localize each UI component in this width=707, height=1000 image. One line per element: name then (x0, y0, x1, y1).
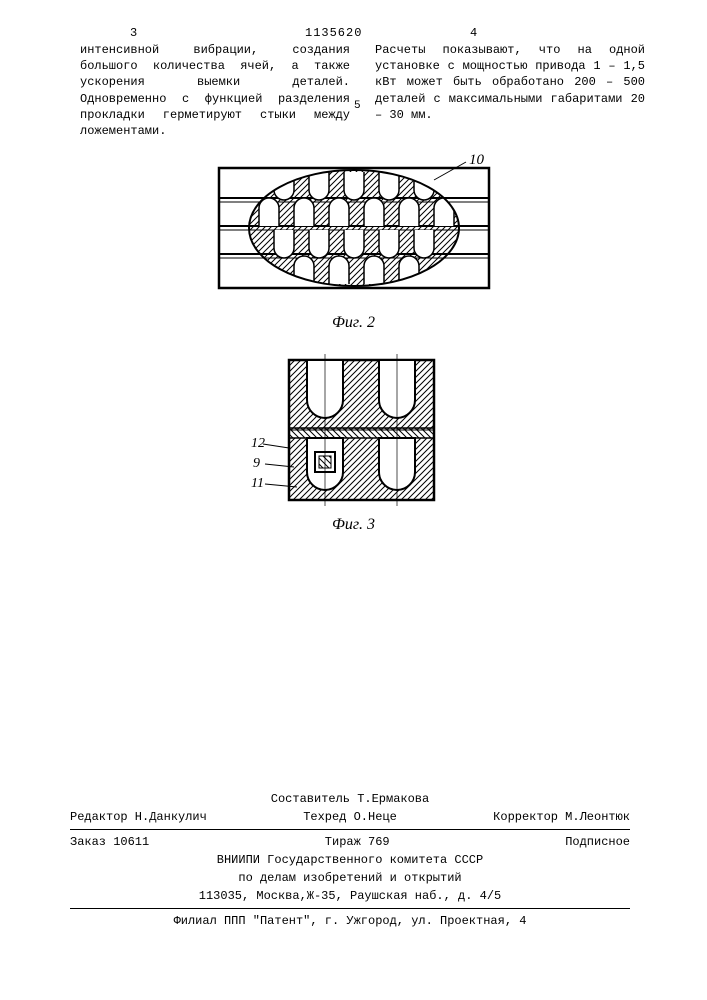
techred: Техред О.Неце (303, 810, 397, 824)
figure-2-svg: 10 (204, 150, 504, 310)
fig3-label-9: 9 (253, 456, 260, 471)
compiler: Составитель Т.Ермакова (70, 790, 630, 808)
tirazh: Тираж 769 (325, 835, 390, 849)
column-number-right: 4 (470, 26, 477, 40)
order-number: Заказ 10611 (70, 835, 149, 849)
org-line-1: ВНИИПИ Государственного комитета СССР (70, 851, 630, 869)
org-line-2: по делам изобретений и открытий (70, 869, 630, 887)
fig3-label-11: 11 (251, 476, 264, 491)
corrector: Корректор М.Леонтюк (493, 810, 630, 824)
fig2-label-10: 10 (469, 152, 485, 168)
footer-block: Составитель Т.Ермакова Редактор Н.Данкул… (70, 790, 630, 930)
right-column-text: Расчеты показывают, что на одной установ… (375, 42, 645, 123)
podpisnoe: Подписное (565, 835, 630, 849)
figure-2-caption: Фиг. 2 (0, 314, 707, 332)
figure-3: 12 9 11 Фиг. 3 (0, 352, 707, 534)
figure-3-caption: Фиг. 3 (0, 516, 707, 534)
left-column-text: интенсивной вибрации, создания большого … (80, 42, 350, 139)
line-number-marker: 5 (354, 100, 361, 112)
figure-3-svg: 12 9 11 (249, 352, 459, 512)
fig3-label-12: 12 (251, 436, 265, 451)
column-number-left: 3 (130, 26, 137, 40)
filial: Филиал ППП "Патент", г. Ужгород, ул. Про… (70, 912, 630, 930)
address-1: 113035, Москва,Ж-35, Раушская наб., д. 4… (70, 887, 630, 905)
editor: Редактор Н.Данкулич (70, 810, 207, 824)
document-number: 1135620 (305, 26, 362, 40)
figure-2: 10 Фиг. 2 (0, 150, 707, 332)
